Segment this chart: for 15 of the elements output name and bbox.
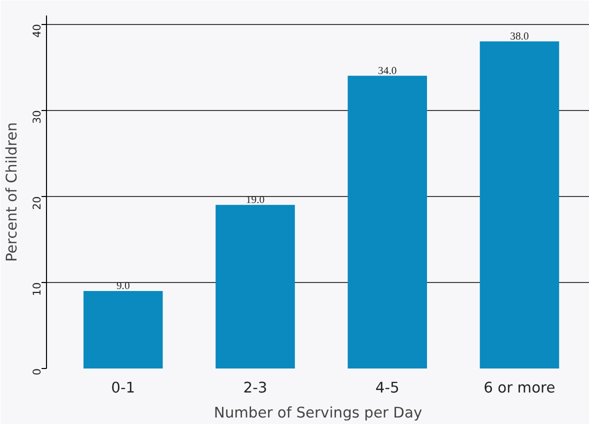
x-tick-label: 6 or more (484, 380, 556, 396)
data-label: 19.0 (246, 194, 265, 206)
y-tick-label: 30 (30, 110, 44, 124)
x-axis-title: Number of Servings per Day (214, 404, 422, 422)
y-axis-title: Percent of Children (4, 122, 20, 262)
y-tick-label: 0 (30, 368, 44, 376)
data-label: 9.0 (116, 281, 130, 292)
y-tick-label: 10 (30, 282, 44, 296)
x-tick-label: 0-1 (111, 380, 136, 396)
data-label: 34.0 (378, 66, 397, 77)
y-tick-label: 20 (30, 196, 44, 210)
data-label: 38.0 (510, 31, 529, 42)
x-tick-label: 2-3 (243, 380, 268, 396)
x-tick-label: 4-5 (375, 380, 400, 396)
y-tick-label: 40 (30, 24, 44, 38)
